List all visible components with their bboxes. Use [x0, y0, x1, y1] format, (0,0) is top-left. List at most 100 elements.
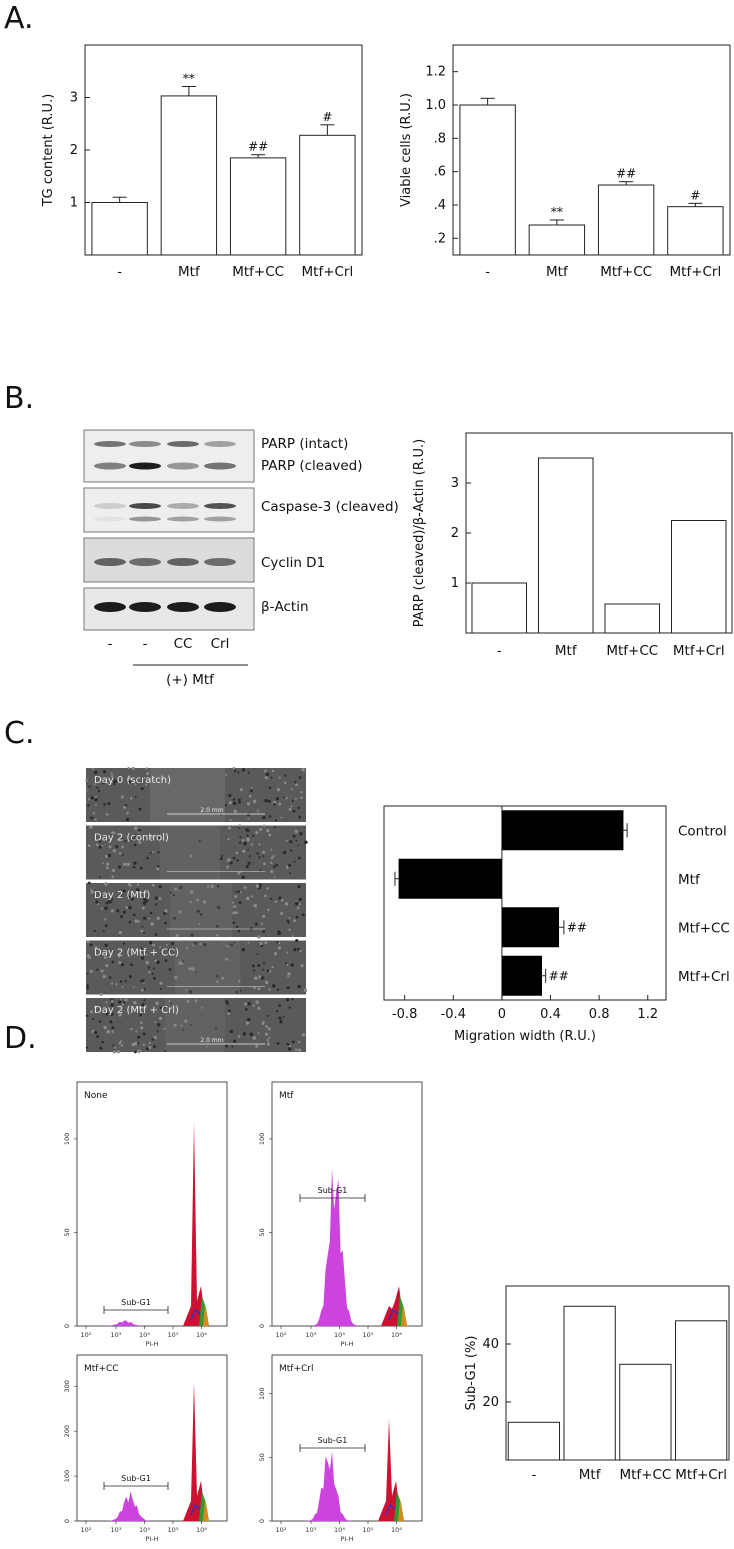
plot-label: Mtf: [279, 1091, 294, 1101]
cell-speck: [221, 854, 224, 857]
cell-speck: [85, 779, 88, 782]
cell-speck: [300, 964, 304, 968]
cell-speck: [235, 911, 239, 915]
cell-speck: [103, 955, 107, 960]
cell-speck: [105, 1012, 109, 1016]
cell-speck: [297, 984, 302, 989]
category-label: Mtf: [546, 264, 569, 280]
cell-speck: [105, 813, 109, 816]
cell-speck: [199, 942, 202, 946]
plot-frame: [452, 44, 731, 256]
cell-speck: [230, 943, 233, 947]
cell-speck: [85, 789, 88, 792]
cell-speck: [259, 941, 263, 946]
cell-speck: [122, 889, 126, 893]
cell-speck: [139, 866, 143, 870]
flow-plot: None 0 50 100 10² 10³ 10⁴ 10⁵ 10⁶ PI-H Sub-G1: [63, 1081, 228, 1348]
cell-speck: [163, 1005, 166, 1009]
cell-speck: [292, 834, 296, 838]
cell-speck: [158, 885, 162, 889]
cell-speck: [118, 852, 122, 855]
cell-speck: [291, 935, 294, 937]
cell-speck: [140, 929, 144, 933]
cell-speck: [168, 968, 172, 971]
cell-speck: [225, 1044, 228, 1048]
cell-speck: [268, 1036, 271, 1039]
cell-speck: [128, 780, 132, 784]
cell-speck: [121, 986, 124, 988]
cell-speck: [304, 840, 308, 845]
cell-speck: [242, 849, 246, 853]
cell-speck: [147, 966, 151, 969]
cell-speck: [202, 900, 207, 904]
cell-speck: [250, 843, 254, 846]
cell-speck: [86, 972, 89, 975]
cell-speck: [127, 776, 132, 780]
cell-speck: [115, 983, 118, 986]
cell-speck: [298, 1041, 301, 1044]
lane-label: -: [108, 636, 113, 652]
cell-speck: [237, 871, 241, 875]
cell-speck: [125, 804, 128, 807]
cell-speck: [295, 839, 298, 842]
cell-speck: [173, 887, 178, 891]
cell-speck: [137, 1035, 141, 1039]
cell-speck: [118, 865, 122, 869]
cell-speck: [141, 906, 145, 910]
cell-speck: [157, 1023, 161, 1027]
cell-speck: [227, 826, 231, 830]
category-label: Mtf+CC: [619, 1467, 671, 1483]
x-tick-label: 10⁵: [168, 1331, 179, 1339]
cell-speck: [108, 976, 112, 979]
cell-speck: [234, 895, 238, 899]
x-tick-label: 0: [498, 1007, 506, 1022]
cell-speck: [105, 964, 109, 968]
y-tick-label: 0: [63, 1519, 71, 1523]
cell-speck: [120, 1040, 123, 1043]
blot-band: [94, 441, 126, 447]
cell-speck: [288, 1006, 292, 1009]
cell-speck: [249, 1032, 254, 1037]
cell-speck: [256, 809, 259, 812]
blot-band: [204, 516, 236, 522]
cell-speck: [288, 1045, 292, 1048]
cell-speck: [247, 817, 250, 820]
cell-speck: [94, 889, 97, 892]
cell-speck: [158, 897, 162, 901]
bar: [537, 457, 594, 634]
cell-speck: [111, 1030, 115, 1033]
bar: [597, 184, 655, 256]
cell-speck: [110, 1012, 114, 1016]
y-tick-label: 100: [258, 1388, 266, 1400]
cell-speck: [104, 924, 108, 928]
cell-speck: [257, 935, 261, 939]
cell-speck: [130, 837, 135, 842]
cell-speck: [237, 929, 241, 933]
cell-speck: [94, 818, 97, 821]
cell-speck: [133, 843, 137, 847]
cell-speck: [300, 790, 303, 794]
cell-speck: [122, 805, 126, 809]
cell-speck: [156, 867, 160, 871]
cell-speck: [278, 802, 282, 806]
cell-speck: [299, 832, 303, 836]
cell-speck: [133, 1041, 138, 1046]
cell-speck: [270, 869, 274, 874]
cell-speck: [133, 1050, 137, 1054]
blot-strip: [83, 429, 255, 483]
cell-speck: [121, 845, 124, 849]
y-tick-label: 1: [451, 576, 459, 591]
cell-speck: [257, 963, 261, 967]
cell-speck: [233, 1039, 237, 1043]
blot-band: [129, 558, 161, 566]
flow-plot: Mtf+CC 0 100 200 300 10² 10³ 10⁴ 10⁵ 10⁶ PI-H Sub-G…: [63, 1354, 228, 1543]
x-tick-label: 10³: [306, 1331, 317, 1339]
cell-speck: [154, 1008, 157, 1012]
cell-speck: [278, 776, 281, 779]
cell-speck: [289, 840, 293, 844]
cell-speck: [94, 803, 97, 806]
cell-speck: [235, 851, 239, 855]
gate-label: Sub-G1: [318, 1186, 348, 1195]
cell-speck: [280, 911, 284, 915]
cell-speck: [216, 905, 221, 910]
